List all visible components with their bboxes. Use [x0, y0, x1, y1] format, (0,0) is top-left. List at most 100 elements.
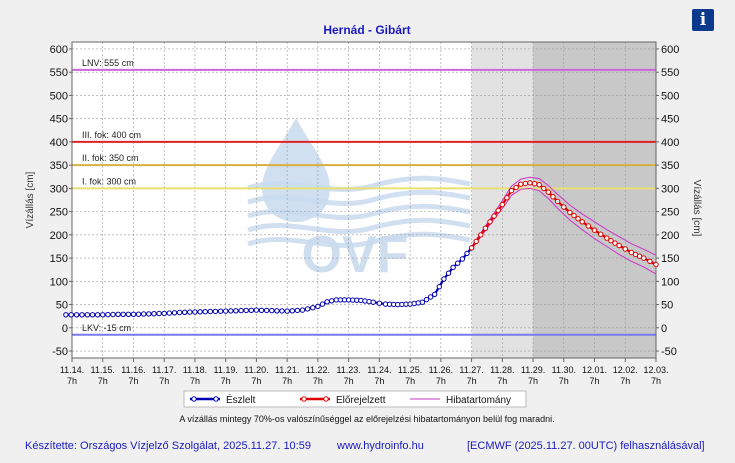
series-point-1 — [554, 198, 561, 205]
y-tick-label-right: 200 — [661, 230, 679, 242]
series-point-1 — [513, 184, 519, 191]
series-point-0 — [279, 308, 285, 314]
watermark-wave — [247, 217, 471, 234]
series-point-0 — [243, 307, 249, 314]
x-tick-label-day: 11.21. — [275, 365, 299, 375]
y-tick-label-left: 400 — [50, 137, 68, 149]
x-tick-label-hour: 7h — [98, 376, 108, 386]
y-axis-ticks: -50 -50 0 0 50 50 100 100 150 150 200 200 250 250 300 3… — [50, 44, 680, 358]
series-point-0 — [289, 308, 295, 314]
series-point-0 — [202, 309, 208, 315]
chart-title: Hernád - Gibárt — [323, 23, 410, 37]
series-point-1 — [545, 189, 552, 195]
y-tick-label-right: 450 — [661, 114, 679, 126]
x-tick-label-hour: 7h — [436, 376, 446, 386]
x-tick-label-day: 11.27. — [459, 365, 483, 375]
watermark-wave — [247, 189, 471, 206]
series-point-1 — [561, 204, 567, 210]
x-tick-label-day: 11.17. — [152, 365, 176, 375]
series-point-0 — [455, 260, 461, 266]
y-tick-label-right: 300 — [661, 183, 679, 195]
y-axis-label-right: Vízállás [cm] — [691, 180, 702, 237]
chart-series — [63, 180, 659, 318]
x-tick-label-hour: 7h — [159, 376, 169, 386]
y-tick-label-left: 150 — [50, 253, 68, 265]
x-tick-label-day: 11.29. — [521, 365, 545, 375]
x-tick-label-day: 11.14. — [60, 365, 84, 375]
series-point-1 — [579, 219, 585, 225]
x-tick-label-day: 11.23. — [336, 365, 360, 375]
y-axis-label-left: Vízállás [cm] — [25, 171, 36, 228]
series-point-1 — [598, 231, 604, 237]
footer-website-link[interactable]: www.hydroinfo.hu — [337, 440, 424, 452]
series-point-0 — [423, 296, 430, 303]
x-tick-label-hour: 7h — [67, 376, 77, 386]
series-point-0 — [319, 301, 326, 307]
series-point-1 — [504, 195, 510, 201]
chart-legend: Észlelt Előrejelzett Hibatartomány — [190, 393, 511, 406]
x-tick-label-hour: 7h — [128, 376, 138, 386]
series-point-0 — [459, 256, 466, 262]
x-tick-label-hour: 7h — [190, 376, 200, 386]
x-tick-label-hour: 7h — [559, 376, 569, 386]
y-tick-label-left: 100 — [50, 276, 68, 288]
series-point-0 — [294, 307, 301, 314]
series-point-0 — [84, 312, 91, 318]
series-point-0 — [419, 299, 426, 305]
series-point-1 — [571, 212, 577, 219]
x-axis-ticks: 11.14.7h11.15.7h11.16.7h11.17.7h11.18.7h… — [60, 358, 669, 386]
x-tick-label-hour: 7h — [497, 376, 507, 386]
series-point-0 — [68, 312, 74, 318]
x-tick-label-day: 11.22. — [306, 365, 330, 375]
y-tick-label-left: 0 — [62, 323, 68, 335]
legend-marker-1 — [301, 396, 307, 402]
legend-marker-1 — [323, 396, 329, 402]
y-tick-label-left: 350 — [50, 160, 68, 172]
y-tick-label-left: 200 — [50, 230, 68, 242]
series-point-0 — [370, 299, 376, 305]
series-point-0 — [100, 312, 106, 318]
series-point-0 — [284, 308, 290, 314]
x-tick-label-day: 11.15. — [91, 365, 115, 375]
x-tick-label-hour: 7h — [344, 376, 354, 386]
series-point-0 — [248, 307, 255, 313]
reference-label-0: LNV: 555 cm — [82, 58, 134, 68]
series-point-1 — [612, 240, 618, 246]
series-point-0 — [238, 307, 244, 314]
series-point-0 — [324, 299, 330, 305]
y-tick-label-left: 300 — [50, 183, 68, 195]
x-tick-label-day: 11.18. — [183, 365, 207, 375]
x-tick-label-day: 11.16. — [121, 365, 145, 375]
series-point-1 — [608, 237, 614, 244]
info-button[interactable]: i — [692, 9, 714, 31]
series-point-0 — [436, 284, 442, 290]
series-point-0 — [110, 311, 116, 318]
series-point-0 — [432, 291, 438, 297]
y-tick-label-left: 550 — [50, 67, 68, 79]
x-tick-label-day: 12.03. — [643, 365, 668, 375]
series-point-0 — [89, 312, 96, 318]
legend-label-2: Hibatartomány — [446, 395, 511, 406]
x-tick-label-hour: 7h — [221, 376, 231, 386]
series-point-0 — [464, 250, 470, 257]
x-tick-label-day: 11.30. — [552, 365, 576, 375]
series-point-1 — [487, 219, 493, 225]
x-tick-label-hour: 7h — [374, 376, 384, 386]
series-point-0 — [130, 311, 137, 317]
reference-label-3: I. fok: 300 cm — [82, 176, 136, 186]
watermark-text: OVF — [302, 226, 409, 284]
series-point-0 — [258, 307, 265, 313]
series-point-0 — [161, 310, 167, 317]
series-point-1 — [518, 181, 524, 187]
legend-box — [183, 390, 527, 408]
x-tick-label-day: 11.26. — [429, 365, 453, 375]
series-point-0 — [445, 270, 452, 276]
legend-marker-0 — [213, 396, 219, 402]
y-tick-label-left: 500 — [50, 90, 68, 102]
series-point-1 — [653, 261, 659, 268]
series-point-0 — [315, 303, 321, 310]
x-tick-label-hour: 7h — [651, 376, 661, 386]
series-point-0 — [427, 294, 434, 300]
series-point-1 — [541, 185, 547, 192]
